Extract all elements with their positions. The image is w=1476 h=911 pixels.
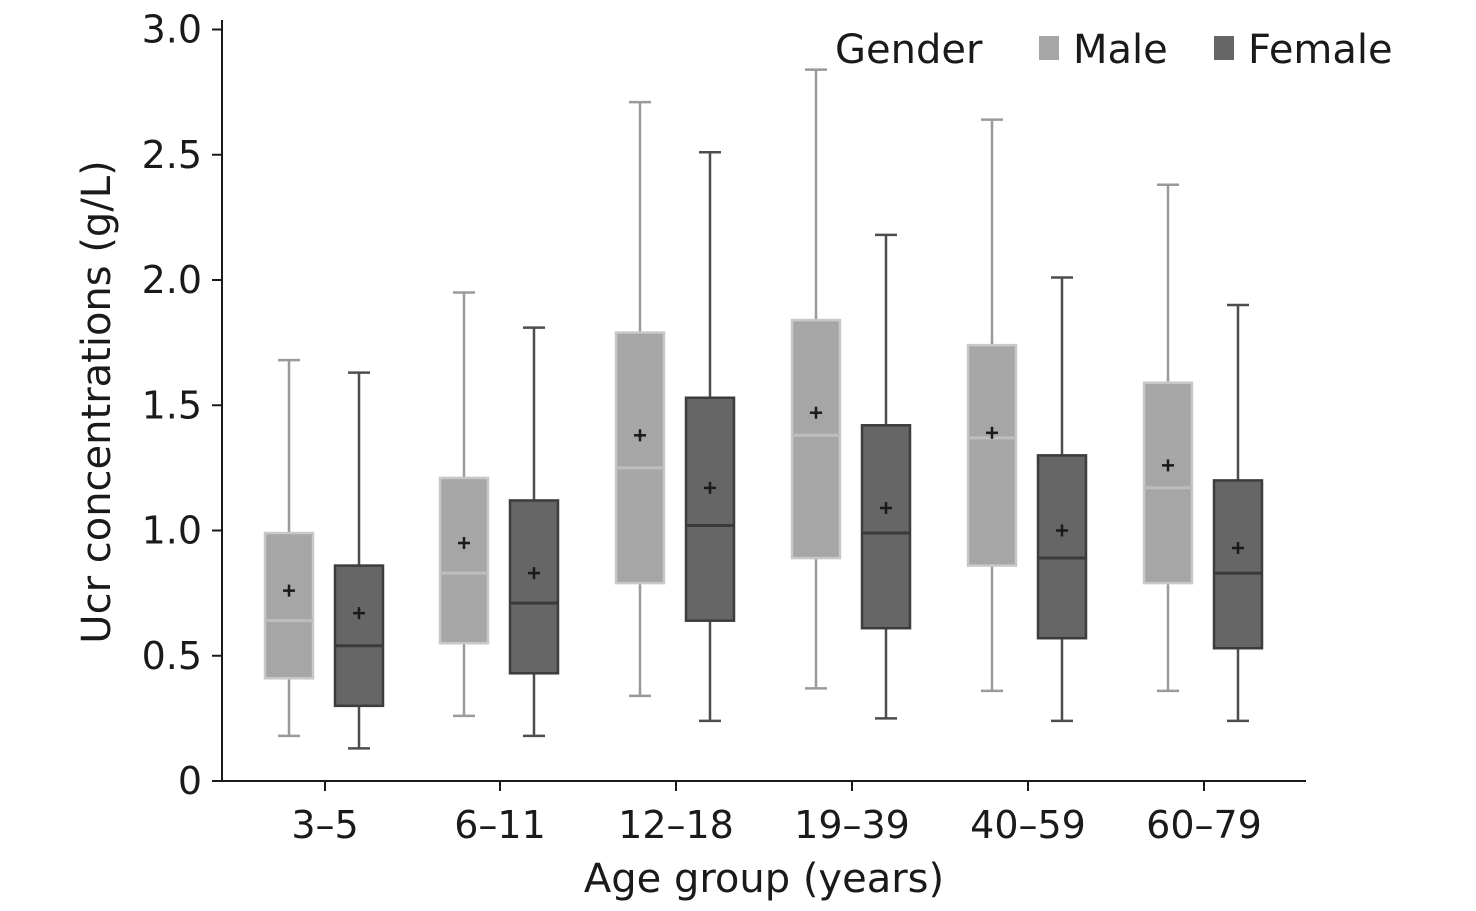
legend-title: Gender [835, 27, 983, 73]
mean-marker [528, 567, 540, 580]
y-tick-label: 3.0 [142, 8, 202, 52]
box-iqr [684, 396, 736, 622]
box-female-4 [1036, 276, 1088, 723]
x-tick-label: 40–59 [970, 803, 1086, 847]
y-tick-label: 1.0 [142, 509, 202, 553]
box-iqr [1036, 454, 1088, 640]
box-female-5 [1212, 303, 1264, 723]
mean-marker [810, 406, 822, 419]
legend: Gender Male Female [835, 27, 1393, 73]
box-male-0 [263, 358, 315, 738]
box-series-layer [263, 68, 1264, 750]
box-male-5 [1142, 183, 1194, 693]
box-iqr [1142, 381, 1194, 585]
x-tick-label: 12–18 [618, 803, 734, 847]
box-iqr [508, 499, 560, 675]
box-iqr [333, 564, 385, 708]
mean-marker [458, 537, 470, 550]
x-tick-label: 6–11 [454, 803, 546, 847]
y-tick-label: 0.5 [142, 634, 202, 678]
mean-marker [1056, 524, 1068, 537]
y-ticks: 0 0.5 1.0 1.5 2.0 2.5 3.0 [142, 8, 222, 803]
mean-marker [634, 429, 646, 442]
box-male-1 [438, 291, 490, 718]
box-iqr [263, 531, 315, 680]
y-tick-label: 0 [178, 759, 202, 803]
x-tick-label: 19–39 [794, 803, 910, 847]
box-female-3 [860, 233, 912, 720]
box-female-2 [684, 150, 736, 723]
x-ticks: 3–5 6–11 12–18 19–39 40–59 60–79 [291, 781, 1262, 847]
legend-swatch-male [1039, 36, 1059, 60]
x-axis-title: Age group (years) [584, 856, 944, 902]
mean-marker [1232, 542, 1244, 555]
box-iqr [790, 318, 842, 560]
box-male-3 [790, 68, 842, 690]
legend-label-male: Male [1073, 27, 1168, 73]
x-tick-label: 3–5 [291, 803, 358, 847]
box-iqr [966, 343, 1018, 567]
mean-marker [353, 607, 365, 620]
x-tick-label: 60–79 [1146, 803, 1262, 847]
y-tick-label: 2.5 [142, 133, 202, 177]
mean-marker [1162, 459, 1174, 472]
box-female-0 [333, 371, 385, 750]
y-tick-label: 2.0 [142, 258, 202, 302]
box-female-1 [508, 326, 560, 738]
box-iqr [1212, 479, 1264, 650]
box-iqr [438, 476, 490, 645]
mean-marker [986, 426, 998, 439]
y-axis-title: Ucr concentrations (g/L) [74, 160, 120, 643]
legend-swatch-female [1214, 36, 1234, 60]
box-male-2 [614, 100, 666, 698]
mean-marker [880, 501, 892, 514]
box-iqr [614, 331, 666, 585]
y-tick-label: 1.5 [142, 383, 202, 427]
mean-marker [704, 481, 716, 494]
axes [221, 20, 1306, 782]
box-iqr [860, 424, 912, 630]
legend-label-female: Female [1248, 27, 1393, 73]
mean-marker [283, 584, 295, 597]
box-male-4 [966, 118, 1018, 693]
